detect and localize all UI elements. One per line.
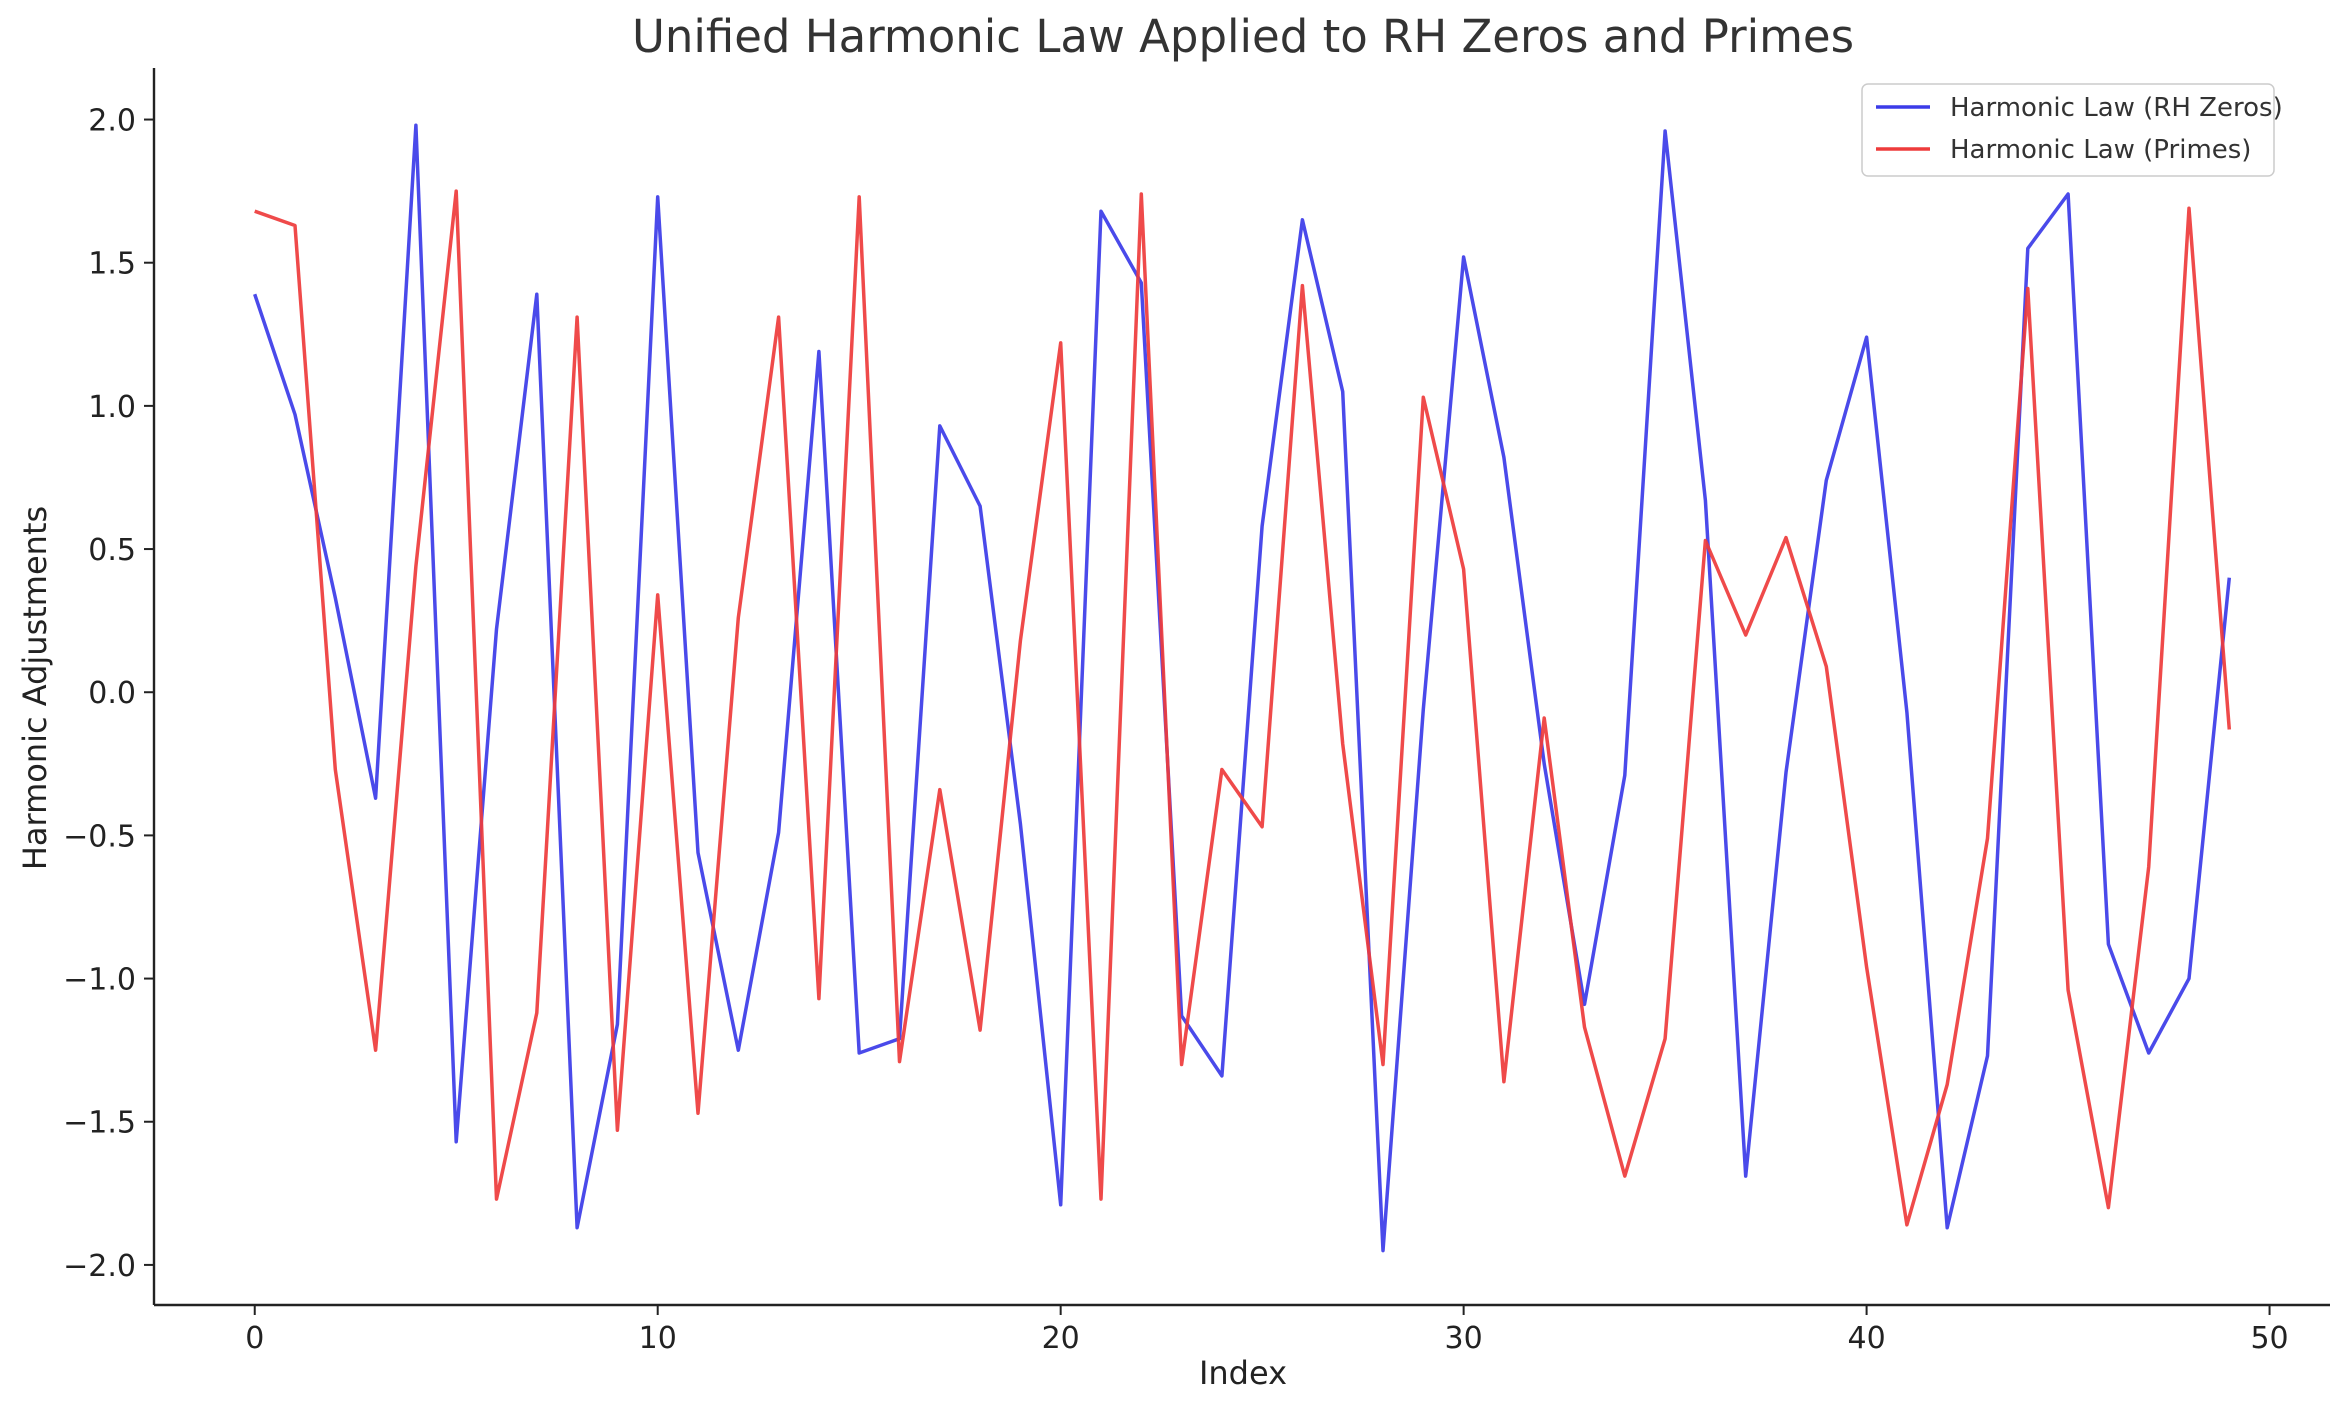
legend-box [1861,83,2275,177]
y-tick-label: −2.0 [63,1249,136,1284]
y-tick-label: −0.5 [63,819,136,854]
x-tick-label: 20 [1042,1321,1080,1356]
x-tick-label: 0 [245,1321,264,1356]
y-tick-label: 1.5 [88,247,136,282]
y-tick-label: 0.0 [88,676,136,711]
legend: Harmonic Law (RH Zeros) Harmonic Law (Pr… [1861,83,2283,177]
y-axis-ticks: 2.0 1.5 1.0 0.5 0.0 −0.5 −1.0 −1.5 −2.0 [63,104,154,1284]
y-tick-label: −1.5 [63,1106,136,1141]
y-axis-label: Harmonic Adjustments [16,506,54,870]
x-axis-ticks: 0 10 20 30 40 50 [245,1305,2289,1356]
x-tick-label: 10 [639,1321,677,1356]
y-tick-label: 0.5 [88,533,136,568]
x-tick-label: 50 [2250,1321,2288,1356]
legend-label-rh-zeros: Harmonic Law (RH Zeros) [1950,93,2283,123]
y-tick-label: −1.0 [63,963,136,998]
y-tick-label: 1.0 [88,390,136,425]
x-tick-label: 30 [1445,1321,1483,1356]
x-tick-label: 40 [1847,1321,1885,1356]
y-tick-label: 2.0 [88,104,136,139]
series-lines [253,123,2232,1253]
chart-title: Unified Harmonic Law Applied to RH Zeros… [632,10,1854,63]
series-line-primes [254,189,2232,1227]
legend-label-primes: Harmonic Law (Primes) [1950,135,2251,165]
x-axis-label: Index [1199,1354,1287,1392]
